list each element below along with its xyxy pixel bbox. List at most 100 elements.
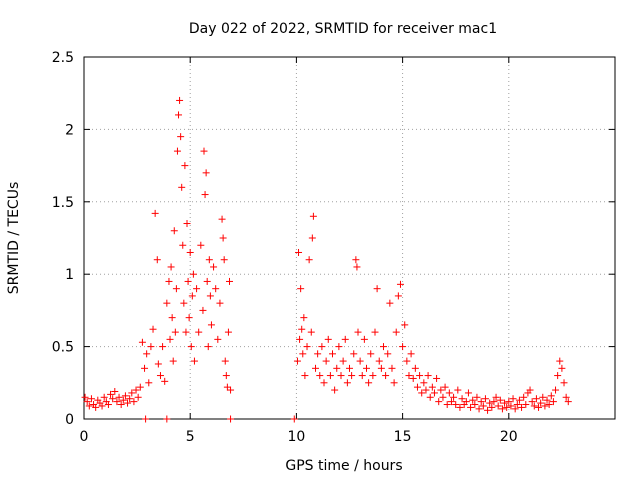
data-point — [153, 256, 161, 264]
data-point — [530, 402, 538, 410]
data-point — [469, 396, 477, 404]
data-point — [297, 285, 305, 293]
data-point — [318, 343, 326, 351]
data-point — [329, 350, 337, 358]
data-point — [430, 389, 438, 397]
data-point — [220, 256, 228, 264]
data-point — [562, 393, 570, 401]
data-point — [558, 364, 566, 372]
data-point — [526, 386, 534, 394]
data-point — [147, 343, 155, 351]
data-point — [314, 350, 322, 358]
data-point — [299, 350, 307, 358]
data-point — [541, 402, 549, 410]
data-point — [159, 343, 167, 351]
data-point — [456, 403, 464, 411]
data-point — [445, 389, 453, 397]
data-point — [346, 364, 353, 372]
data-point — [477, 398, 485, 406]
data-point — [98, 402, 106, 410]
data-point — [545, 401, 553, 409]
data-point — [507, 402, 515, 410]
data-point — [126, 395, 134, 403]
data-point — [190, 357, 198, 365]
data-point — [202, 169, 210, 177]
data-point — [181, 162, 189, 170]
data-point — [142, 415, 150, 423]
data-point — [227, 386, 235, 394]
data-point — [309, 212, 317, 220]
data-point — [484, 406, 492, 414]
data-point — [362, 364, 370, 372]
data-point — [227, 415, 235, 423]
data-point — [222, 372, 230, 380]
data-point — [426, 393, 434, 401]
data-point — [113, 398, 121, 406]
data-point — [218, 215, 226, 223]
data-point — [528, 398, 536, 406]
data-point — [337, 372, 345, 380]
data-point — [212, 285, 220, 293]
data-point — [185, 314, 193, 322]
data-point — [503, 403, 511, 411]
data-point — [353, 263, 361, 271]
data-point — [420, 379, 428, 387]
data-point — [373, 285, 381, 293]
data-point — [547, 392, 555, 400]
data-point — [379, 343, 387, 351]
data-point — [132, 386, 140, 394]
data-point — [206, 292, 214, 300]
data-point — [464, 389, 472, 397]
data-point — [145, 379, 153, 387]
data-point — [187, 343, 195, 351]
data-point — [382, 372, 390, 380]
data-point — [369, 372, 377, 380]
data-point — [518, 403, 526, 411]
grid-lines — [84, 57, 615, 419]
data-point — [394, 292, 402, 300]
data-point — [166, 335, 174, 343]
data-point — [203, 277, 211, 285]
data-point — [539, 393, 547, 401]
data-point — [339, 357, 347, 365]
data-point — [501, 399, 509, 407]
data-point — [295, 248, 303, 256]
data-point — [433, 374, 441, 382]
data-point — [81, 393, 89, 401]
data-point — [200, 147, 208, 155]
data-point — [443, 401, 451, 409]
data-point — [399, 343, 407, 351]
data-point — [298, 325, 306, 333]
data-point — [293, 357, 301, 365]
data-point — [360, 335, 368, 343]
data-point — [556, 357, 564, 365]
data-point — [411, 364, 419, 372]
data-point — [467, 403, 475, 411]
data-point — [154, 360, 162, 368]
data-point — [437, 386, 445, 394]
data-point — [475, 405, 483, 413]
data-point — [115, 393, 123, 401]
data-point — [375, 357, 383, 365]
data-point — [189, 270, 197, 278]
data-point — [176, 96, 184, 104]
data-point — [219, 234, 227, 242]
data-point — [92, 403, 100, 411]
data-point — [354, 328, 362, 336]
data-point — [494, 402, 502, 410]
data-point — [392, 328, 400, 336]
data-point — [428, 383, 436, 391]
data-point — [183, 220, 191, 228]
data-point — [87, 395, 95, 403]
data-point — [308, 234, 316, 242]
data-point — [496, 396, 504, 404]
data-point — [179, 241, 187, 249]
y-tick-label: 1.5 — [52, 195, 74, 211]
plot-frame — [83, 56, 616, 420]
data-point — [490, 398, 498, 406]
data-point — [343, 379, 351, 387]
x-tick-label: 10 — [287, 429, 305, 445]
data-point — [163, 299, 171, 307]
data-point — [416, 372, 424, 380]
data-point — [121, 392, 129, 400]
